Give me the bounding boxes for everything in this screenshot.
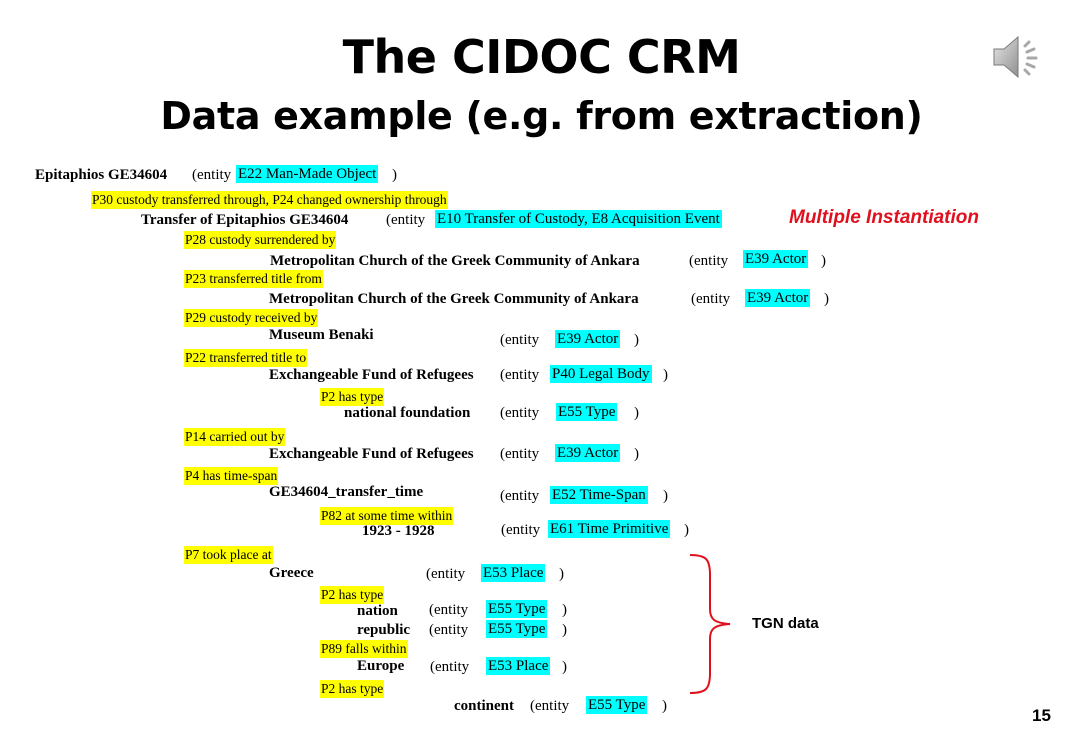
close-paren: ): [821, 253, 826, 269]
class-e39: E39 Actor: [745, 289, 811, 307]
class-e39: E39 Actor: [743, 250, 809, 268]
entity-open: (entity: [530, 698, 570, 714]
entity-open: (entity: [501, 522, 541, 538]
class-e55: E55 Type: [556, 403, 618, 421]
entity-open: (entity: [500, 488, 540, 504]
close-paren: ): [634, 332, 639, 348]
property-p14: P14 carried out by: [184, 428, 286, 446]
entity-open: (entity: [500, 332, 540, 348]
entity-open: (entity: [429, 622, 469, 638]
page-number: 15: [1032, 706, 1051, 725]
entity-open: (entity: [691, 291, 731, 307]
close-paren: ): [663, 367, 668, 383]
right-brace-shape: [689, 554, 731, 694]
close-paren: ): [663, 488, 668, 504]
slide-subtitle: Data example (e.g. from extraction): [160, 94, 923, 138]
entity-open: (entity: [500, 446, 540, 462]
speaker-icon[interactable]: [990, 30, 1046, 84]
property-p2: P2 has type: [320, 388, 385, 406]
class-e53: E53 Place: [481, 564, 546, 582]
entity-open: (entity: [386, 212, 426, 228]
timespan-label: GE34604_transfer_time: [269, 484, 424, 500]
actor-label: Museum Benaki: [269, 327, 374, 343]
entity-open: (entity: [500, 367, 540, 383]
close-paren: ): [562, 659, 567, 675]
class-e55: E55 Type: [586, 696, 648, 714]
property-p22: P22 transferred title to: [184, 349, 308, 367]
class-e53: E53 Place: [486, 657, 551, 675]
class-e39: E39 Actor: [555, 444, 621, 462]
property-p2: P2 has type: [320, 586, 385, 604]
place-label: Greece: [269, 565, 314, 581]
object-label: Epitaphios GE34604: [35, 167, 168, 183]
tgn-data-label: TGN data: [752, 615, 819, 632]
close-paren: ): [662, 698, 667, 714]
actor-label: Exchangeable Fund of Refugees: [269, 367, 474, 383]
property-p29: P29 custody received by: [184, 309, 319, 327]
entity-open: (entity: [689, 253, 729, 269]
actor-label: Metropolitan Church of the Greek Communi…: [270, 253, 640, 269]
property-p30: P30 custody transferred through, P24 cha…: [91, 191, 448, 209]
property-p82: P82 at some time within: [320, 507, 454, 525]
property-p2: P2 has type: [320, 680, 385, 698]
close-paren: ): [824, 291, 829, 307]
entity-open: (entity: [500, 405, 540, 421]
close-paren: ): [634, 446, 639, 462]
class-e22: E22 Man-Made Object: [236, 165, 379, 183]
transfer-label: Transfer of Epitaphios GE34604: [141, 212, 349, 228]
entity-open: (entity: [430, 659, 470, 675]
entity-open: (entity: [192, 167, 232, 183]
actor-label: Exchangeable Fund of Refugees: [269, 446, 474, 462]
type-label: nation: [357, 603, 398, 619]
actor-label: Metropolitan Church of the Greek Communi…: [269, 291, 639, 307]
close-paren: ): [684, 522, 689, 538]
property-p89: P89 falls within: [320, 640, 408, 658]
close-paren: ): [562, 622, 567, 638]
class-e55: E55 Type: [486, 600, 548, 618]
type-label: republic: [357, 622, 411, 638]
time-primitive-label: 1923 - 1928: [362, 523, 435, 539]
property-p28: P28 custody surrendered by: [184, 231, 337, 249]
class-e10-e8: E10 Transfer of Custody, E8 Acquisition …: [435, 210, 722, 228]
close-paren: ): [562, 602, 567, 618]
class-e61: E61 Time Primitive: [548, 520, 671, 538]
class-e52: E52 Time-Span: [550, 486, 648, 504]
entity-open: (entity: [426, 566, 466, 582]
close-paren: ): [559, 566, 564, 582]
multiple-instantiation-note: Multiple Instantiation: [789, 207, 979, 228]
slide-title: The CIDOC CRM: [342, 30, 741, 84]
entity-open: (entity: [429, 602, 469, 618]
class-e55: E55 Type: [486, 620, 548, 638]
property-p23: P23 transferred title from: [184, 270, 323, 288]
close-paren: ): [392, 167, 397, 183]
class-e39: E39 Actor: [555, 330, 621, 348]
place-label: Europe: [357, 658, 405, 674]
type-label: national foundation: [344, 405, 471, 421]
type-label: continent: [454, 698, 514, 714]
class-p40: P40 Legal Body: [550, 365, 652, 383]
property-p7: P7 took place at: [184, 546, 273, 564]
close-paren: ): [634, 405, 639, 421]
property-p4: P4 has time-span: [184, 467, 279, 485]
